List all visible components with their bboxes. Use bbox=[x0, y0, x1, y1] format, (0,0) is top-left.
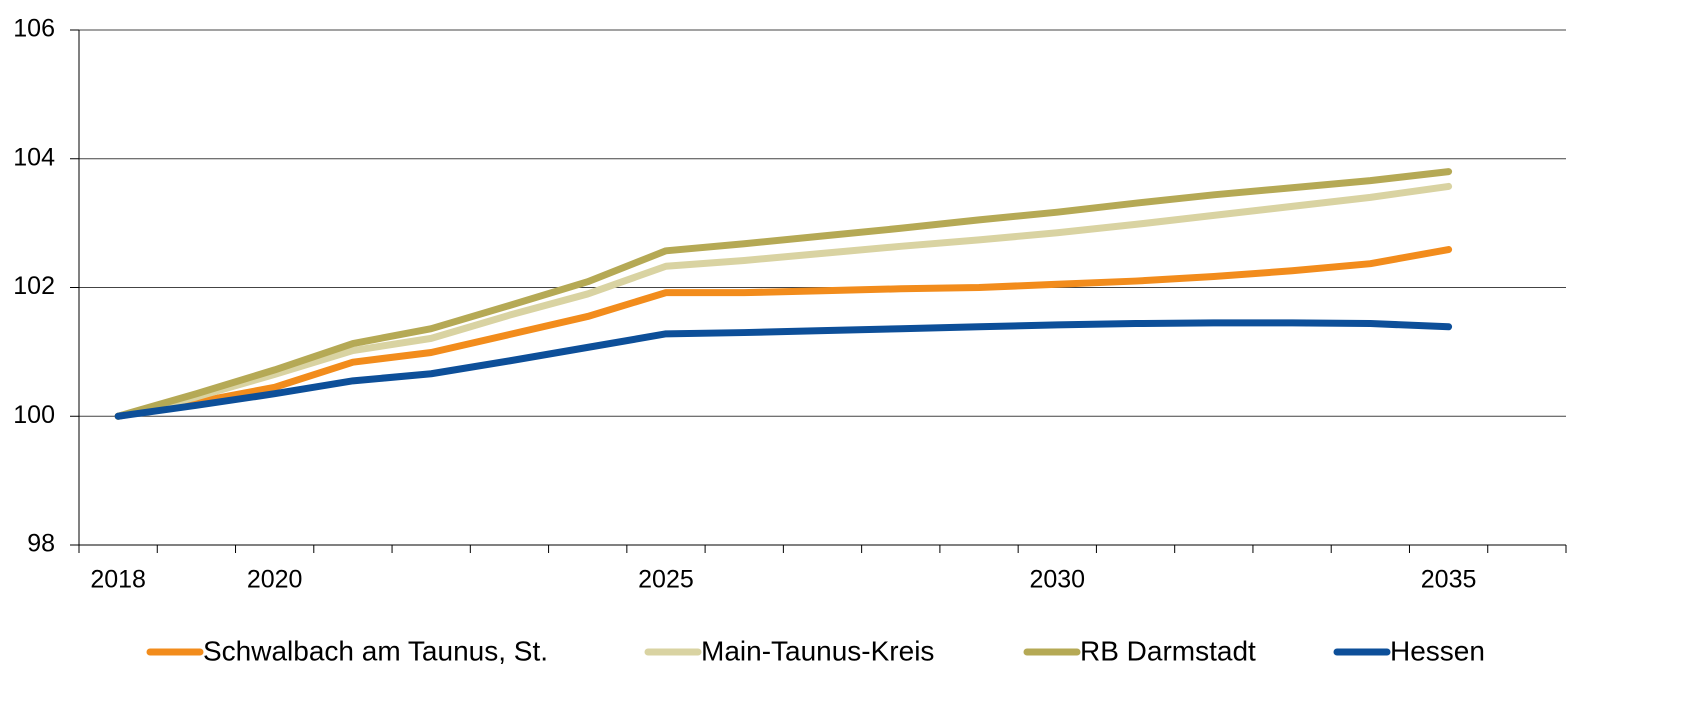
legend-text: RB Darmstadt bbox=[1080, 635, 1256, 666]
legend-text: Main-Taunus-Kreis bbox=[701, 635, 934, 666]
x-tick-label: 2035 bbox=[1421, 566, 1477, 594]
x-tick-label: 2018 bbox=[90, 566, 146, 594]
y-tick-label: 106 bbox=[13, 15, 55, 43]
legend-text: Hessen bbox=[1390, 635, 1485, 666]
series-line bbox=[114, 168, 1453, 420]
legend-text: Schwalbach am Taunus, St. bbox=[203, 635, 548, 666]
y-tick-label: 104 bbox=[13, 143, 55, 171]
y-tick-label: 102 bbox=[13, 272, 55, 300]
series-line bbox=[114, 182, 1453, 420]
y-tick-label: 100 bbox=[13, 401, 55, 429]
x-tick-label: 2025 bbox=[638, 566, 694, 594]
x-tick-label: 2020 bbox=[247, 566, 303, 594]
x-tick-label: 2030 bbox=[1029, 566, 1085, 594]
series-line bbox=[114, 319, 1453, 420]
y-tick-label: 98 bbox=[27, 530, 55, 558]
series-line bbox=[114, 246, 1453, 420]
